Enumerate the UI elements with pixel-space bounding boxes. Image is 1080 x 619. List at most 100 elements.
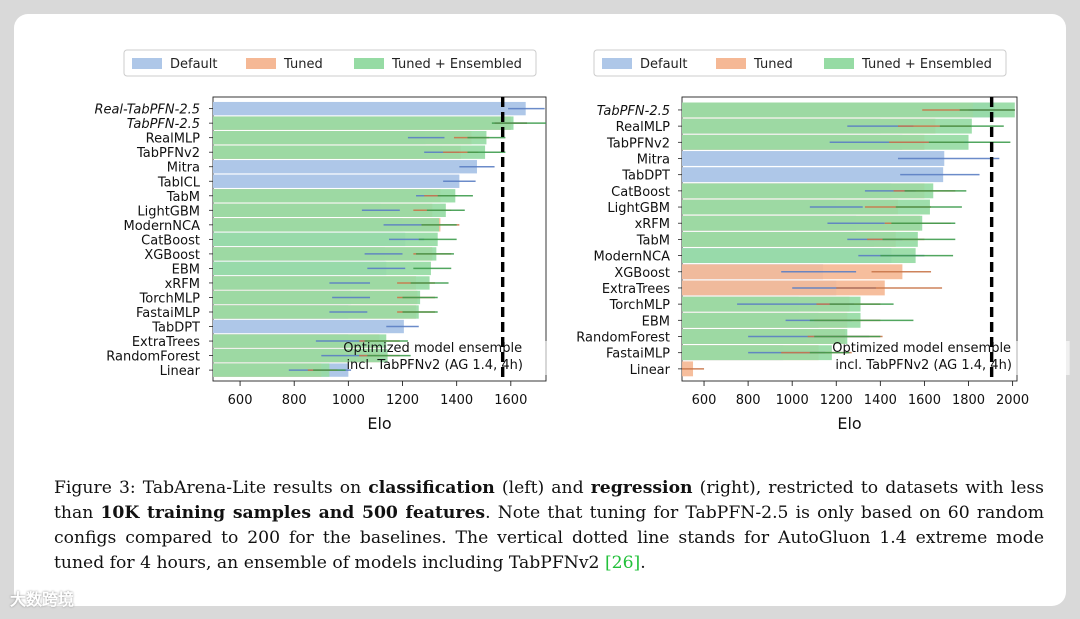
reference-label-bg-regression	[919, 341, 1070, 375]
bar-classification-tuned-ensembled-7	[213, 203, 446, 217]
bar-regression-tuned-ensembled-9	[682, 248, 916, 264]
bar-classification-default-0	[213, 101, 526, 116]
bar-classification-tuned-ensembled-14	[213, 305, 419, 319]
bar-regression-tuned-ensembled-0	[682, 102, 1015, 118]
x-tick-label-regression-2000: 2000	[996, 393, 1029, 408]
category-label-classification-6: TabM	[166, 190, 200, 205]
category-label-regression-13: EBM	[642, 314, 670, 329]
reference-label-line2-classification: incl. TabPFNv2 (AG 1.4, 4h)	[346, 358, 522, 373]
category-label-classification-9: CatBoost	[141, 233, 200, 248]
legend-box-regression	[593, 49, 1007, 77]
bar-classification-default-15	[213, 319, 404, 334]
bar-classification-tuned-ensembled-2	[213, 130, 487, 145]
category-label-regression-10: XGBoost	[614, 266, 670, 281]
legend-swatch-ensembled-regression	[824, 58, 854, 69]
bar-classification-tuned-ensembled-10	[213, 247, 437, 261]
legend-swatch-tuned-classification	[246, 58, 276, 69]
legend-swatch-tuned-regression	[716, 58, 746, 69]
bar-regression-tuned-ensembled-1	[682, 118, 972, 134]
legend-label-classification-2: Tuned + Ensembled	[391, 57, 522, 72]
reference-label-line2-regression: incl. TabPFNv2 (AG 1.4, 4h)	[835, 358, 1011, 373]
bar-classification-tuned-ensembled-9	[213, 232, 438, 247]
category-label-classification-11: EBM	[172, 262, 200, 277]
category-label-classification-7: LightGBM	[137, 204, 200, 219]
category-label-classification-12: xRFM	[165, 277, 200, 292]
category-label-regression-3: Mitra	[637, 152, 670, 167]
category-label-regression-16: Linear	[630, 363, 671, 378]
bar-classification-tuned-ensembled-1	[213, 116, 514, 130]
category-label-regression-5: CatBoost	[611, 185, 670, 200]
watermark-logo: 大数跨境	[10, 590, 75, 609]
bar-classification-default-4	[213, 160, 477, 174]
x-tick-label-regression-800: 800	[736, 393, 761, 408]
bar-classification-tuned-ensembled-8	[213, 218, 440, 232]
category-label-regression-4: TabDPT	[621, 169, 670, 184]
bar-regression-tuned-ensembled-13	[682, 312, 861, 328]
x-tick-label-classification-1000: 1000	[332, 393, 365, 408]
figure-charts: Real-TabPFN-2.5TabPFN-2.5RealMLPTabPFNv2…	[94, 49, 1070, 433]
bar-regression-default-4	[682, 167, 944, 183]
category-label-regression-0: TabPFN-2.5	[597, 104, 670, 119]
category-label-classification-2: RealMLP	[146, 132, 200, 147]
category-label-regression-8: TabM	[636, 233, 670, 248]
bar-classification-tuned-ensembled-3	[213, 145, 486, 159]
x-tick-label-classification-1200: 1200	[386, 393, 419, 408]
bar-classification-tuned-ensembled-18	[213, 363, 330, 377]
x-tick-label-classification-1400: 1400	[440, 393, 473, 408]
x-tick-label-regression-1000: 1000	[776, 393, 809, 408]
category-label-classification-13: TorchMLP	[139, 291, 201, 306]
bar-classification-tuned-ensembled-16	[213, 334, 387, 348]
legend-swatch-default-classification	[132, 58, 162, 69]
bar-classification-tuned-ensembled-13	[213, 290, 421, 305]
category-label-regression-2: TabPFNv2	[606, 136, 670, 151]
category-label-classification-17: RandomForest	[106, 350, 200, 365]
legend-label-classification-0: Default	[170, 57, 218, 72]
category-label-classification-5: TabICL	[157, 175, 201, 190]
x-axis-title-classification: Elo	[367, 414, 391, 433]
x-tick-label-regression-600: 600	[692, 393, 717, 408]
category-label-classification-15: TabDPT	[151, 321, 200, 336]
category-label-regression-1: RealMLP	[616, 120, 670, 135]
bar-classification-default-5	[213, 174, 460, 188]
x-tick-label-classification-600: 600	[228, 393, 253, 408]
bar-regression-default-3	[682, 151, 945, 166]
legend-box-classification	[123, 49, 537, 77]
reference-label-bg-classification	[430, 341, 581, 375]
citation-link[interactable]: [26]	[604, 553, 641, 573]
bar-regression-tuned-ensembled-7	[682, 215, 923, 231]
legend-label-regression-2: Tuned + Ensembled	[861, 57, 992, 72]
x-tick-label-regression-1800: 1800	[952, 393, 985, 408]
category-label-classification-14: FastaiMLP	[136, 306, 200, 321]
legend-swatch-ensembled-classification	[354, 58, 384, 69]
category-label-regression-9: ModernNCA	[594, 250, 671, 265]
figure-caption: Figure 3: TabArena-Lite results on class…	[54, 478, 1045, 573]
bar-regression-tuned-ensembled-2	[682, 134, 969, 150]
category-label-regression-15: FastaiMLP	[606, 347, 670, 362]
bar-classification-tuned-ensembled-6	[213, 189, 456, 203]
category-label-classification-4: Mitra	[167, 161, 200, 176]
x-tick-label-regression-1400: 1400	[864, 393, 897, 408]
category-label-regression-11: ExtraTrees	[602, 282, 670, 297]
x-tick-label-classification-800: 800	[282, 393, 307, 408]
reference-label-line1-classification: Optimized model ensemble	[343, 341, 522, 356]
category-label-regression-6: LightGBM	[607, 201, 670, 216]
category-label-regression-12: TorchMLP	[609, 298, 671, 313]
category-label-classification-0: Real-TabPFN-2.5	[94, 103, 200, 118]
x-tick-label-regression-1200: 1200	[820, 393, 853, 408]
bar-regression-tuned-ensembled-5	[682, 183, 934, 199]
category-label-regression-14: RandomForest	[576, 330, 670, 345]
bar-classification-tuned-ensembled-11	[213, 261, 431, 276]
bar-classification-tuned-ensembled-12	[213, 276, 430, 290]
category-label-classification-16: ExtraTrees	[132, 335, 200, 350]
bar-regression-tuned-11	[682, 280, 885, 296]
x-tick-label-classification-1600: 1600	[494, 393, 527, 408]
category-label-classification-18: Linear	[160, 364, 201, 379]
x-axis-title-regression: Elo	[837, 414, 861, 433]
legend-label-regression-1: Tuned	[753, 57, 793, 72]
bar-regression-tuned-ensembled-8	[682, 231, 918, 247]
legend-label-classification-1: Tuned	[283, 57, 323, 72]
x-tick-label-regression-1600: 1600	[908, 393, 941, 408]
reference-label-line1-regression: Optimized model ensemble	[832, 341, 1011, 356]
category-label-classification-10: XGBoost	[144, 248, 200, 263]
category-label-regression-7: xRFM	[635, 217, 670, 232]
